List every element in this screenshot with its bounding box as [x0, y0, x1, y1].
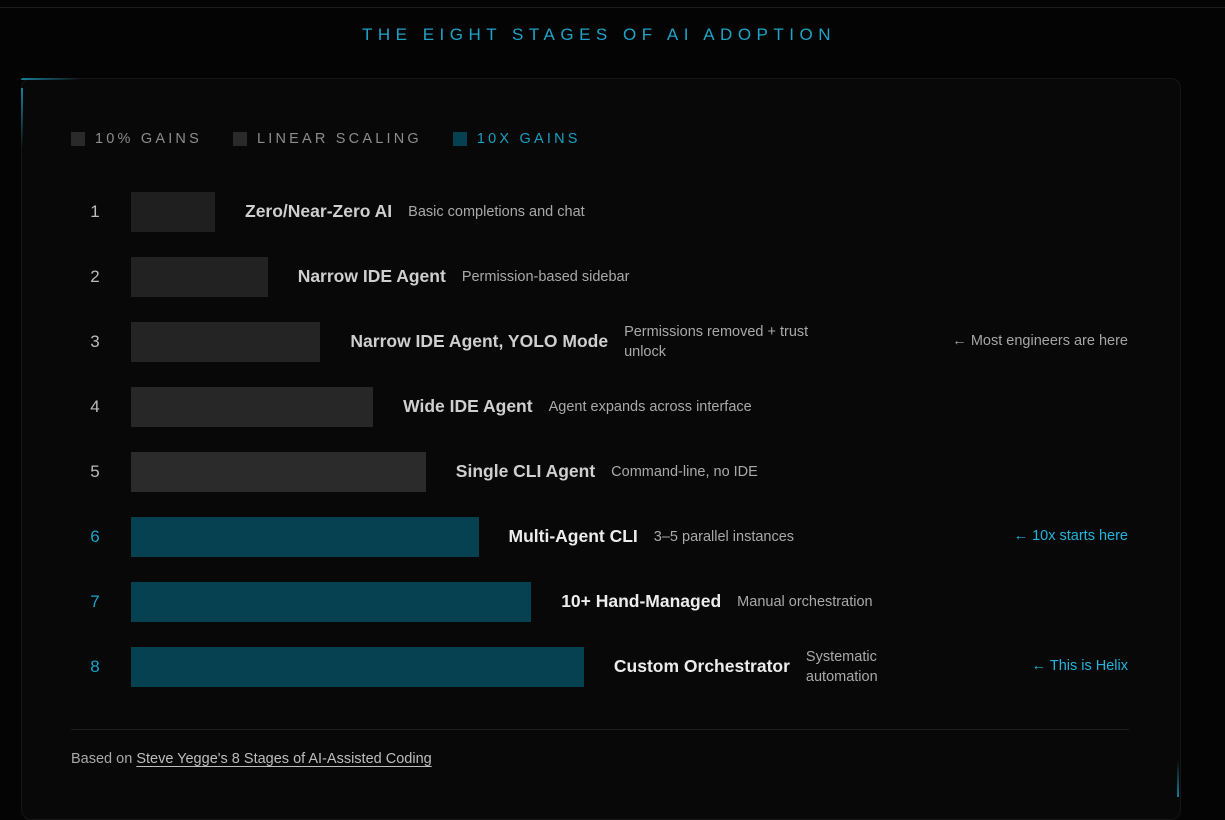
stage-name: 10+ Hand-Managed	[561, 591, 722, 611]
stage-bar	[131, 647, 584, 687]
legend-item-10x-gains: 10X GAINS	[452, 131, 581, 147]
panel-accent-top	[21, 78, 81, 80]
stage-description: Command-line, no IDE	[611, 464, 758, 480]
stage-annotation: ← Most engineers are here	[952, 333, 1128, 349]
legend-item-linear-scaling: LINEAR SCALING	[232, 131, 422, 147]
stage-number: 1	[90, 202, 100, 221]
panel-accent-left	[21, 88, 23, 148]
stage-name: Wide IDE Agent	[403, 396, 533, 416]
panel-accent-right	[1177, 760, 1179, 797]
legend-item-10-percent-gains: 10% GAINS	[71, 131, 202, 147]
stage-description: Permission-based sidebar	[461, 269, 630, 285]
stage-bar	[131, 452, 426, 492]
stage-description: 3–5 parallel instances	[653, 529, 795, 545]
legend: 10% GAINS LINEAR SCALING 10X GAINS	[71, 131, 612, 147]
stage-bar	[131, 387, 374, 427]
stage-annotation: ← 10x starts here	[1013, 528, 1128, 544]
source-footer: Based on Steve Yegge's 8 Stages of AI-As…	[71, 751, 432, 767]
stage-bar	[131, 322, 321, 362]
legend-label: 10X GAINS	[476, 131, 581, 147]
stage-description: Agent expands across interface	[548, 399, 752, 415]
stage-description: Basic completions and chat	[408, 204, 585, 220]
stage-name: Single CLI Agent	[455, 461, 596, 481]
stage-annotation: ← This is Helix	[1031, 658, 1128, 674]
footer-prefix: Based on	[71, 751, 137, 767]
stage-description: Permissions removed + trust unlock	[624, 324, 809, 360]
stage-name: Multi-Agent CLI	[508, 526, 638, 546]
stage-number: 5	[90, 462, 100, 481]
stage-number: 2	[90, 267, 100, 286]
legend-swatch	[452, 132, 467, 146]
stage-name: Narrow IDE Agent, YOLO Mode	[350, 331, 609, 351]
stage-bar	[131, 257, 268, 297]
stage-number: 4	[90, 397, 100, 416]
stage-number: 6	[90, 527, 100, 546]
legend-swatch	[232, 132, 247, 146]
top-divider	[0, 7, 1225, 8]
stage-number: 7	[90, 592, 100, 611]
stage-number: 3	[90, 332, 100, 351]
stage-number: 8	[90, 657, 100, 676]
page-title: THE EIGHT STAGES OF AI ADOPTION	[361, 25, 837, 44]
stage-name: Custom Orchestrator	[613, 656, 790, 676]
stage-name: Zero/Near-Zero AI	[245, 201, 393, 221]
legend-swatch	[71, 132, 85, 146]
stage-description: Systematic automation	[805, 649, 878, 685]
stage-description: Manual orchestration	[737, 594, 873, 610]
stage-name: Narrow IDE Agent	[297, 266, 446, 286]
legend-label: 10% GAINS	[95, 131, 202, 147]
stage-bar	[131, 582, 532, 622]
stage-bar	[131, 517, 479, 557]
stage-bar	[131, 192, 215, 232]
source-link[interactable]: Steve Yegge's 8 Stages of AI-Assisted Co…	[136, 751, 432, 767]
legend-label: LINEAR SCALING	[256, 131, 422, 147]
chart-panel	[21, 78, 1181, 820]
footer-divider	[71, 729, 1129, 730]
